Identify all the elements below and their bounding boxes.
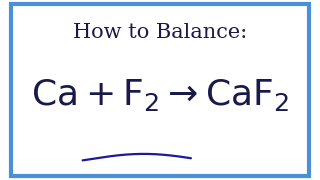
Text: $\mathregular{Ca + F_2 \rightarrow CaF_2}$: $\mathregular{Ca + F_2 \rightarrow CaF_2… [31, 77, 289, 113]
Text: How to Balance:: How to Balance: [73, 23, 247, 42]
